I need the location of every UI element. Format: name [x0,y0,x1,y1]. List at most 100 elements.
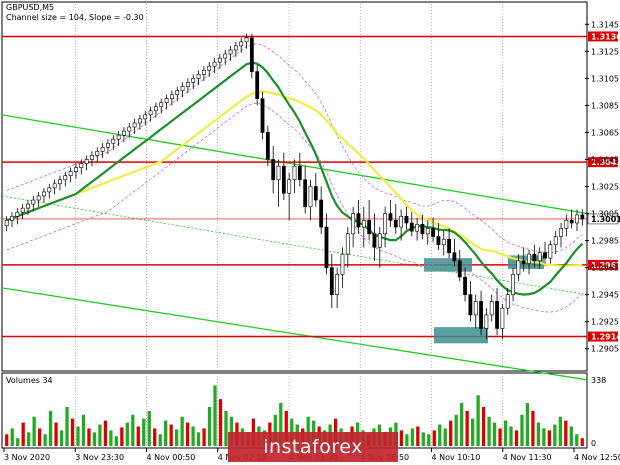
candle-body [527,253,531,264]
candle-body [393,219,398,228]
candle-body [372,233,377,248]
candle-body [106,142,110,148]
candle-body [383,213,388,235]
moving-average-slow [6,90,583,267]
price-tick-label: 1.3125 [591,47,619,56]
price-level-label: 1.3001 [591,215,620,224]
candle-body [223,53,228,59]
candle-body [463,276,467,295]
candle-body [404,215,409,224]
price-tick-label: 1.2965 [591,264,619,273]
price-level-tag [588,331,618,342]
candle-body [500,307,505,329]
candle-body [4,219,9,227]
candle-body [90,155,94,160]
support-zone-box [434,327,488,344]
candle-body [388,213,393,221]
volume-max-label: 338 [591,376,606,385]
candle-body [212,61,217,67]
time-tick-label: 4 Nov 00:50 [147,453,196,462]
candle-body [276,165,281,181]
candle-body [148,110,153,116]
price-level-tag [588,157,618,168]
candle-body [532,253,537,262]
candle-body [409,222,414,232]
price-level-label: 1.2914 [591,333,620,342]
candle-body [127,126,132,132]
candle-body [249,37,254,72]
candle-body [356,213,361,228]
candle-body [447,238,451,254]
candle-body [441,238,446,245]
candle-body [345,233,350,255]
price-tick-label: 1.2905 [591,345,619,354]
candle-body [303,179,308,208]
candle-body [580,214,585,220]
candle-body [287,179,292,194]
candle-body [495,301,499,329]
volume-title: Volumes 34 [6,376,53,385]
price-level-tag [588,31,618,42]
candle-body [47,187,52,193]
price-tick-label: 1.3065 [591,128,619,137]
channel-lower-line [1,287,588,381]
candle-body [20,207,25,213]
candle-body [191,78,196,83]
time-tick-label: 4 Nov 10:10 [432,453,481,462]
candle-body [74,167,78,172]
time-tick-label: 4 Nov 11:30 [503,453,552,462]
candle-body [516,260,521,275]
candle-body [36,195,41,201]
candle-body [511,274,515,295]
candle-body [431,228,435,237]
candle-body [52,183,57,189]
candle-body [84,159,89,164]
candle-body [351,213,356,235]
candle-body [58,179,62,185]
candle-body [63,175,68,181]
envelope-lower [6,102,583,313]
candle-body [239,41,244,47]
candle-body [207,65,212,71]
candle-body [42,191,46,197]
candle-body [505,294,510,309]
price-tick-label: 1.2945 [591,291,619,300]
candle-body [175,90,180,95]
candle-body [308,186,313,208]
chart-symbol: GBPUSD,M5 [6,3,54,12]
candle-body [31,199,36,205]
candle-body [260,98,265,133]
candle-body [324,226,329,268]
channel-middle-line [1,195,588,296]
candle-body [367,219,372,235]
price-tick-label: 1.3045 [591,155,619,164]
price-tick-label: 1.3025 [591,183,619,192]
candle-body [340,253,345,275]
candle-body [79,163,84,168]
price-level-tag [588,259,618,270]
price-level-label: 1.3136 [591,32,620,41]
moving-average-fast [6,61,584,296]
candle-body [436,236,441,245]
candle-body [68,171,73,176]
candle-body [537,252,542,262]
candle-body [111,138,116,144]
candle-body [100,146,105,152]
candle-body [217,57,222,63]
time-tick-label: 3 Nov 23:30 [75,453,124,462]
candle-body [559,228,563,237]
candle-body [196,73,201,79]
price-tick-label: 1.3145 [591,20,619,29]
candle-body [543,252,547,259]
candle-body [313,186,318,201]
volume-zero-label: 0 [591,439,596,448]
candle-body [138,118,142,124]
candle-body [361,219,366,228]
candle-body [575,214,579,224]
candle-body [122,130,126,136]
candle-body [420,224,425,235]
candle-body [484,314,489,329]
candle-body [569,219,574,224]
candle-body [553,236,558,245]
